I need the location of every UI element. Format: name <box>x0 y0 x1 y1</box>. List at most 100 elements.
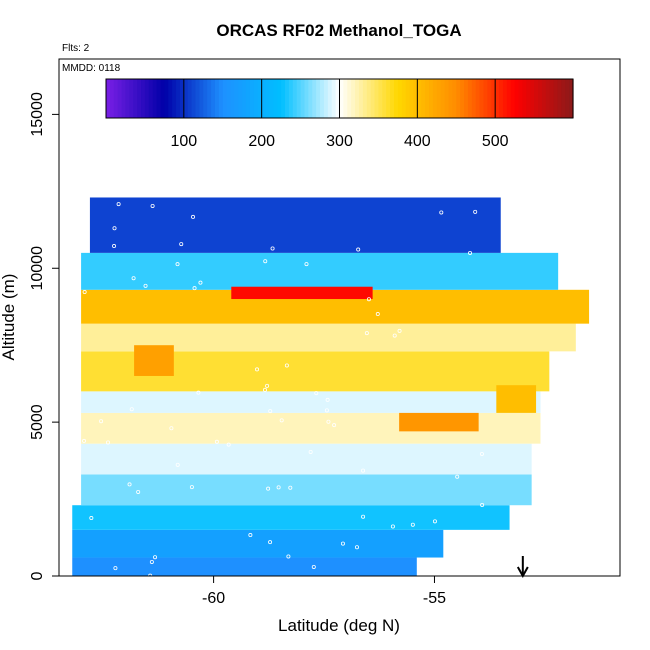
sample-point <box>364 331 369 336</box>
sample-point <box>131 276 136 281</box>
colorbar-segment <box>374 79 380 118</box>
colorbar-segment <box>179 79 185 118</box>
sample-point <box>270 246 275 251</box>
heat-band <box>81 443 532 475</box>
colorbar-tick-label: 400 <box>404 133 431 150</box>
sample-point <box>82 438 87 443</box>
colorbar-segment <box>242 79 247 118</box>
sample-point <box>89 516 94 521</box>
sample-point <box>255 367 260 372</box>
colorbar-segment <box>397 79 403 118</box>
colorbar-segment <box>343 79 348 118</box>
colorbar-segment <box>273 79 278 118</box>
sample-point <box>192 286 197 291</box>
sample-point <box>263 259 268 264</box>
colorbar-segment <box>230 79 236 118</box>
colorbar-segment <box>203 79 208 118</box>
colorbar-segment <box>370 79 376 118</box>
colorbar-segment <box>176 79 181 118</box>
sample-point <box>410 522 415 527</box>
colorbar-segment <box>320 79 325 118</box>
sample-point <box>198 280 203 285</box>
colorbar-segment <box>106 79 111 118</box>
y-axis-label: Altitude (m) <box>0 274 18 361</box>
sample-point <box>361 468 366 473</box>
sample-point <box>314 391 319 396</box>
colorbar-segment <box>191 79 197 118</box>
sample-point <box>326 419 331 424</box>
colorbar-segment <box>156 79 162 118</box>
colorbar-segment <box>549 79 555 118</box>
sample-point <box>432 519 437 524</box>
colorbar-segment <box>218 79 224 118</box>
sample-point <box>99 419 104 424</box>
colorbar-segment <box>409 79 415 118</box>
sample-point <box>112 226 117 231</box>
heat-band <box>81 252 559 290</box>
colorbar-tick-label: 500 <box>482 133 509 150</box>
colorbar-segment <box>121 79 127 118</box>
colorbar-segment <box>475 79 481 118</box>
colorbar-segment <box>522 79 527 118</box>
sample-point <box>153 555 158 560</box>
sample-point <box>136 489 141 494</box>
sample-point <box>276 485 281 490</box>
sample-point <box>480 502 485 507</box>
sample-point <box>105 440 110 445</box>
heat-hotspot <box>399 412 479 432</box>
sample-point <box>304 262 309 267</box>
colorbar-segment <box>207 79 212 118</box>
colorbar-segment <box>499 79 504 118</box>
colorbar-segment <box>168 79 173 118</box>
sample-point <box>340 541 345 546</box>
sample-point <box>226 442 231 447</box>
colorbar-segment <box>460 79 465 118</box>
sample-point <box>263 387 268 392</box>
colorbar: 100 200 300 400 500 <box>105 78 574 150</box>
colorbar-segment <box>553 79 559 118</box>
colorbar-segment <box>249 79 255 118</box>
colorbar-segment <box>292 79 298 118</box>
colorbar-segment <box>339 79 344 118</box>
colorbar-segment <box>534 79 539 118</box>
colorbar-segment <box>386 79 391 118</box>
sample-point <box>397 328 402 333</box>
colorbar-segment <box>456 79 461 118</box>
heat-band <box>72 529 444 558</box>
colorbar-segment <box>405 79 411 118</box>
colorbar-segment <box>316 79 321 118</box>
x-axis: -60 -55 <box>202 576 446 607</box>
colorbar-segment <box>187 79 193 118</box>
colorbar-segment <box>335 79 341 118</box>
colorbar-segment <box>148 79 154 118</box>
colorbar-segment <box>117 79 123 118</box>
colorbar-segment <box>393 79 399 118</box>
colorbar-segment <box>541 79 547 118</box>
heat-hotspot <box>496 385 537 413</box>
colorbar-segment <box>199 79 204 118</box>
sample-point <box>127 482 132 487</box>
colorbar-segment <box>234 79 239 118</box>
colorbar-segment <box>448 79 453 118</box>
sample-point <box>325 397 330 402</box>
colorbar-segment <box>495 79 500 118</box>
colorbar-segment <box>269 79 274 118</box>
colorbar-segment <box>362 79 368 118</box>
colorbar-segment <box>133 79 138 118</box>
sample-point <box>265 383 270 388</box>
colorbar-segment <box>401 79 407 118</box>
sample-point <box>392 333 397 338</box>
sample-point <box>375 312 380 317</box>
colorbar-segment <box>432 79 438 118</box>
sample-point <box>266 486 271 491</box>
chart-title: ORCAS RF02 Methanol_TOGA <box>216 21 461 40</box>
y-tick-label: 15000 <box>29 92 46 137</box>
colorbar-segment <box>304 79 309 118</box>
colorbar-segment <box>238 79 243 118</box>
sample-point <box>288 485 293 490</box>
sample-point <box>332 423 337 428</box>
colorbar-segment <box>506 79 512 118</box>
heat-band <box>72 505 510 530</box>
colorbar-segment <box>312 79 317 118</box>
